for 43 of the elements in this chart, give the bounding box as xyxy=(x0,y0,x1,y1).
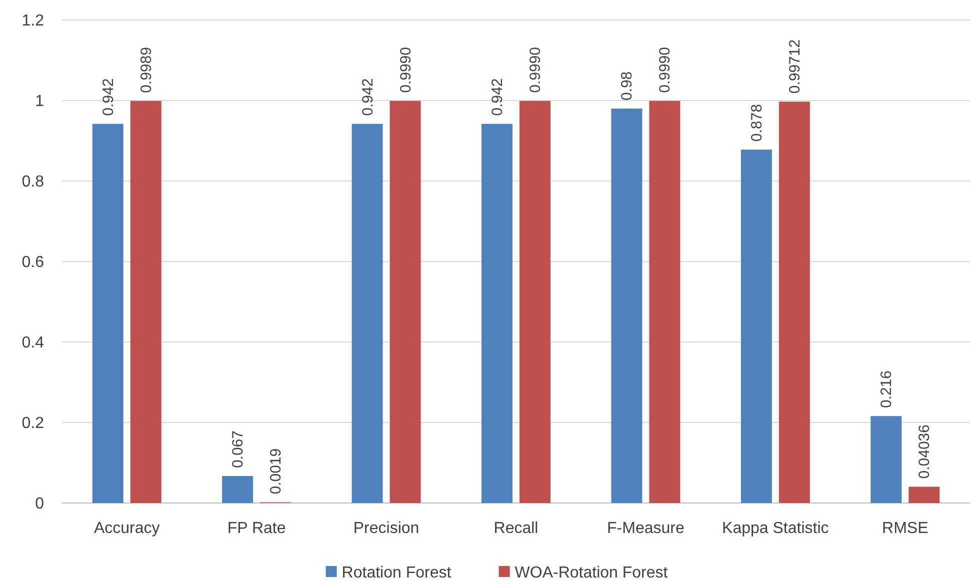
data-label: 0.9990 xyxy=(397,47,414,93)
data-label: 0.98 xyxy=(618,71,636,101)
data-label: 0.9989 xyxy=(138,47,155,93)
data-label: 0.99712 xyxy=(786,39,804,94)
y-tick-label: 0.8 xyxy=(22,174,44,191)
bar xyxy=(740,150,772,503)
data-label: 0.067 xyxy=(230,430,247,468)
y-tick-label: 0.4 xyxy=(22,334,44,352)
y-tick-label: 0.6 xyxy=(22,254,44,272)
bar xyxy=(649,100,680,503)
bar xyxy=(778,102,810,503)
data-label: 0.942 xyxy=(359,78,376,116)
x-tick-label: Recall xyxy=(494,520,538,537)
x-tick-label: Precision xyxy=(353,520,420,537)
x-tick-label: RMSE xyxy=(882,520,928,537)
bar xyxy=(520,100,550,503)
data-label: 0.04036 xyxy=(916,424,934,479)
data-label: 0.878 xyxy=(748,104,766,142)
bar xyxy=(482,124,512,503)
x-tick-label: Kappa Statistic xyxy=(722,520,829,537)
data-label: 0.216 xyxy=(878,370,896,408)
legend-label: Rotation Forest xyxy=(342,564,452,582)
data-label: 0.942 xyxy=(100,78,117,116)
bar xyxy=(130,100,162,503)
bar xyxy=(870,416,902,503)
x-tick-label: Accuracy xyxy=(94,520,160,537)
y-tick-label: 0.2 xyxy=(22,415,44,432)
bar xyxy=(92,124,124,503)
legend-label: WOA-Rotation Forest xyxy=(514,564,668,582)
bar xyxy=(222,476,254,503)
data-label: 0.942 xyxy=(489,78,506,116)
y-tick-label: 0 xyxy=(35,496,44,513)
y-tick-label: 1 xyxy=(35,93,44,110)
x-tick-label: F-Measure xyxy=(607,520,684,537)
bar xyxy=(352,124,383,503)
bar xyxy=(611,108,642,503)
y-tick-label: 1.2 xyxy=(22,12,44,30)
data-label: 0.0019 xyxy=(268,448,285,494)
data-label: 0.9990 xyxy=(527,47,544,93)
data-label: 0.9990 xyxy=(656,47,674,93)
bar xyxy=(908,486,940,503)
bar xyxy=(390,100,421,503)
x-tick-label: FP Rate xyxy=(227,520,286,537)
